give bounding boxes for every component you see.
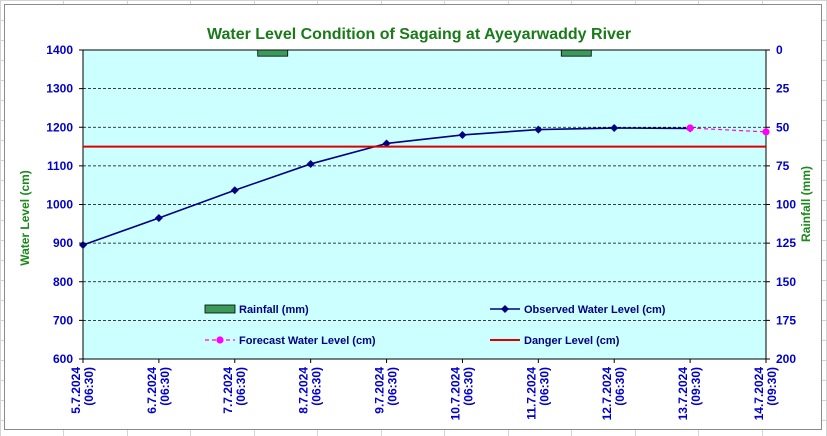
forecast-point	[686, 124, 694, 132]
x-tick-label: 5.7.2024(06:30)	[69, 367, 96, 414]
x-tick-date: 9.7.2024	[373, 367, 387, 414]
x-tick-time: (06:30)	[386, 367, 400, 406]
x-tick-label: 12.7.2024(06:30)	[600, 367, 627, 421]
y-tick-label: 800	[53, 275, 73, 289]
observed-point	[458, 130, 467, 139]
y-axis-title: Water Level (cm)	[18, 170, 32, 266]
y-tick-label: 1000	[46, 198, 73, 212]
x-tick-label: 11.7.2024(06:30)	[524, 367, 551, 420]
y2-tick-label: 200	[776, 352, 796, 366]
observed-point	[382, 139, 391, 148]
x-axis: 5.7.2024(06:30) 6.7.2024(06:30) 7.7.2024(0…	[69, 359, 779, 420]
rainfall-bar	[257, 49, 289, 57]
x-tick-label: 14.7.2024(09:30)	[752, 367, 779, 421]
observed-point	[610, 124, 619, 133]
legend-marker-observed	[501, 305, 509, 313]
x-tick-label: 6.7.2024(06:30)	[145, 367, 172, 414]
y2-tick-label: 150	[776, 275, 796, 289]
x-tick-date: 5.7.2024	[69, 367, 83, 414]
x-tick-time: (09:30)	[689, 367, 703, 406]
legend-label: Observed Water Level (cm)	[524, 304, 666, 316]
observed-point	[306, 159, 315, 168]
legend-marker-forecast	[216, 336, 224, 344]
x-tick-date: 6.7.2024	[145, 367, 159, 414]
x-tick-time: (06:30)	[82, 367, 96, 406]
chart-title: Water Level Condition of Sagaing at Ayey…	[207, 26, 631, 43]
forecast-point	[762, 128, 770, 136]
x-tick-date: 8.7.2024	[297, 367, 311, 414]
x-tick-time: (06:30)	[461, 367, 475, 406]
x-tick-date: 14.7.2024	[752, 367, 766, 421]
x-tick-time: (06:30)	[158, 367, 172, 406]
x-tick-date: 10.7.2024	[448, 367, 462, 421]
y2-tick-label: 75	[776, 159, 790, 173]
x-tick-time: (06:30)	[310, 367, 324, 406]
legend-label: Danger Level (cm)	[524, 335, 620, 347]
y-tick-label: 1200	[46, 120, 73, 134]
y-tick-label: 1100	[47, 159, 73, 173]
y2-tick-label: 100	[776, 198, 796, 212]
y-tick-label: 1300	[46, 82, 73, 96]
x-tick-label: 8.7.2024(06:30)	[297, 367, 324, 414]
x-tick-label: 7.7.2024(06:30)	[221, 367, 248, 414]
observed-point	[154, 214, 163, 223]
y-tick-label: 1400	[46, 43, 73, 57]
x-tick-label: 13.7.2024(09:30)	[676, 367, 703, 421]
x-tick-time: (06:30)	[234, 367, 248, 406]
y-axis-left: 600 700 800 900 1000 1100 1200 1300 1400	[46, 43, 83, 366]
y-tick-label: 900	[53, 236, 73, 250]
y2-tick-label: 25	[776, 82, 790, 96]
y2-tick-label: 125	[776, 236, 796, 250]
legend-label: Rainfall (mm)	[239, 304, 309, 316]
y2-tick-label: 0	[776, 43, 783, 57]
legend-label: Forecast Water Level (cm)	[239, 335, 376, 347]
observed-point	[534, 125, 543, 134]
x-tick-time: (09:30)	[765, 367, 779, 406]
x-tick-date: 12.7.2024	[600, 367, 614, 421]
y2-tick-label: 50	[776, 120, 790, 134]
legend-swatch-rainfall	[204, 304, 236, 314]
x-tick-time: (06:30)	[613, 367, 627, 406]
x-tick-date: 7.7.2024	[221, 367, 235, 414]
plot-area[interactable]	[79, 49, 770, 360]
y-tick-label: 700	[53, 313, 73, 327]
y-tick-label: 600	[53, 352, 73, 366]
y-axis-right: 0 25 50 75 100 125 150 175 200	[766, 43, 796, 366]
observed-point	[230, 186, 239, 195]
x-tick-date: 13.7.2024	[676, 367, 690, 421]
rainfall-bar	[560, 49, 592, 57]
x-tick-label: 9.7.2024(06:30)	[373, 367, 400, 414]
x-tick-label: 10.7.2024(06:30)	[448, 367, 475, 421]
chart-legend: Rainfall (mm) Observed Water Level (cm) Fo…	[204, 304, 666, 347]
y2-axis-title: Rainfall (mm)	[799, 166, 813, 242]
x-tick-time: (06:30)	[537, 367, 551, 406]
x-tick-date: 11.7.2024	[524, 367, 538, 420]
forecast-line	[690, 127, 767, 133]
y2-tick-label: 175	[776, 313, 796, 327]
